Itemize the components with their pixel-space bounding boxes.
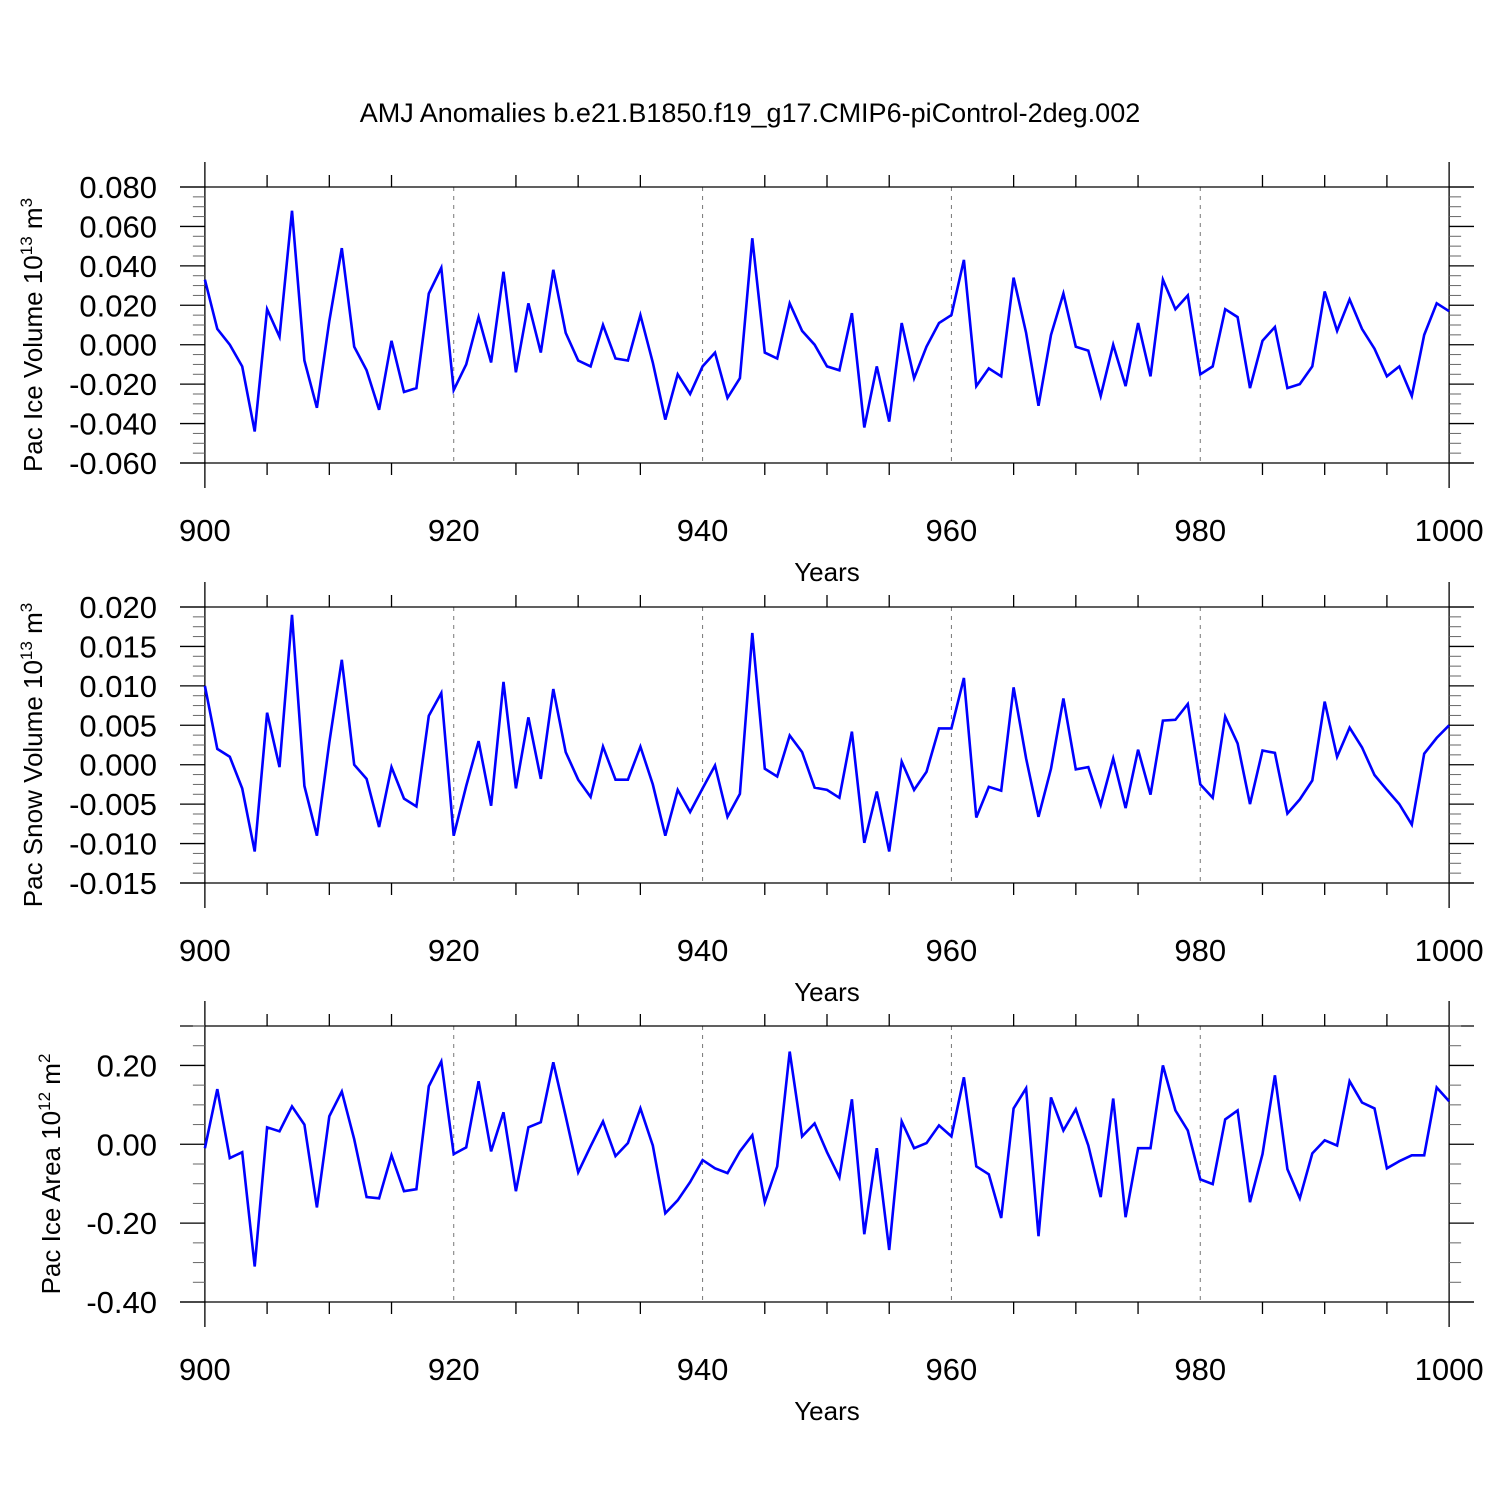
y-axis-label: Pac Ice Area 1012 m2 — [35, 1054, 66, 1295]
y-tick-label: 0.020 — [79, 288, 157, 323]
y-axis-label: Pac Snow Volume 1013 m3 — [17, 603, 48, 907]
y-tick-label: 0.080 — [79, 170, 157, 205]
x-tick-label: 980 — [1174, 933, 1226, 968]
x-tick-label: 900 — [179, 513, 231, 548]
y-axis-label: Pac Ice Volume 1013 m3 — [17, 198, 48, 472]
x-tick-label: 1000 — [1415, 513, 1484, 548]
y-tick-label: 0.020 — [79, 590, 157, 625]
y-tick-label: 0.000 — [79, 328, 157, 363]
x-tick-label: 900 — [179, 1352, 231, 1387]
y-tick-label: 0.000 — [79, 748, 157, 783]
x-tick-label: 960 — [926, 513, 978, 548]
y-tick-label: 0.060 — [79, 209, 157, 244]
x-axis-label: Years — [794, 557, 860, 587]
x-axis-label: Years — [794, 977, 860, 1007]
y-tick-label: -0.005 — [69, 787, 157, 822]
x-tick-label: 920 — [428, 1352, 480, 1387]
x-tick-label: 960 — [926, 933, 978, 968]
x-tick-label: 940 — [677, 513, 729, 548]
chart-title: AMJ Anomalies b.e21.B1850.f19_g17.CMIP6-… — [359, 98, 1141, 128]
y-tick-label: -0.40 — [86, 1285, 157, 1320]
y-tick-label: 0.005 — [79, 708, 157, 743]
y-tick-label: -0.060 — [69, 446, 157, 481]
y-tick-label: 0.040 — [79, 249, 157, 284]
x-tick-label: 980 — [1174, 513, 1226, 548]
x-tick-label: 980 — [1174, 1352, 1226, 1387]
panel-2: -0.015 -0.010 -0.005 0.000 0.005 0.010 0.015 0.… — [17, 582, 1484, 1007]
x-tick-label: 1000 — [1415, 933, 1484, 968]
x-tick-label: 940 — [677, 933, 729, 968]
y-axis-label-part: m — [18, 207, 48, 236]
y-axis-label-part: Pac Ice Volume 10 — [18, 255, 48, 472]
x-tick-label: 900 — [179, 933, 231, 968]
y-tick-label: -0.040 — [69, 407, 157, 442]
y-tick-label: 0.20 — [97, 1048, 157, 1083]
x-axis-label: Years — [794, 1396, 860, 1426]
x-tick-label: 920 — [428, 513, 480, 548]
y-axis-label-part: 13 — [17, 236, 36, 255]
y-axis-label-part: m — [18, 612, 48, 641]
x-tick-label: 940 — [677, 1352, 729, 1387]
y-axis-label-part: Pac Ice Area 10 — [36, 1111, 66, 1295]
series-line — [203, 210, 1450, 432]
x-tick-label: 960 — [926, 1352, 978, 1387]
y-axis-label-part: 13 — [17, 641, 36, 660]
x-tick-label: 1000 — [1415, 1352, 1484, 1387]
panel-1: -0.060 -0.040 -0.020 0.000 0.020 0.040 0.060 0.… — [17, 162, 1484, 587]
series-line — [203, 614, 1451, 852]
y-tick-label: 0.010 — [79, 669, 157, 704]
y-axis-label-part: 3 — [17, 603, 36, 612]
y-tick-label: -0.015 — [69, 866, 157, 901]
y-tick-label: -0.010 — [69, 827, 157, 862]
x-tick-label: 920 — [428, 933, 480, 968]
y-tick-label: 0.00 — [97, 1127, 157, 1162]
y-axis-label-part: 2 — [35, 1054, 54, 1063]
y-tick-label: -0.020 — [69, 367, 157, 402]
y-axis-label-part: m — [36, 1063, 66, 1092]
y-tick-label: 0.015 — [79, 629, 157, 664]
y-tick-label: -0.20 — [86, 1206, 157, 1241]
panel-3: -0.40 -0.20 0.00 0.20 900 920 940 960 980 1000 Yea… — [35, 1001, 1484, 1426]
y-axis-label-part: 12 — [35, 1092, 54, 1111]
series-line — [203, 1051, 1451, 1267]
y-axis-label-part: Pac Snow Volume 10 — [18, 660, 48, 907]
y-axis-label-part: 3 — [17, 198, 36, 207]
